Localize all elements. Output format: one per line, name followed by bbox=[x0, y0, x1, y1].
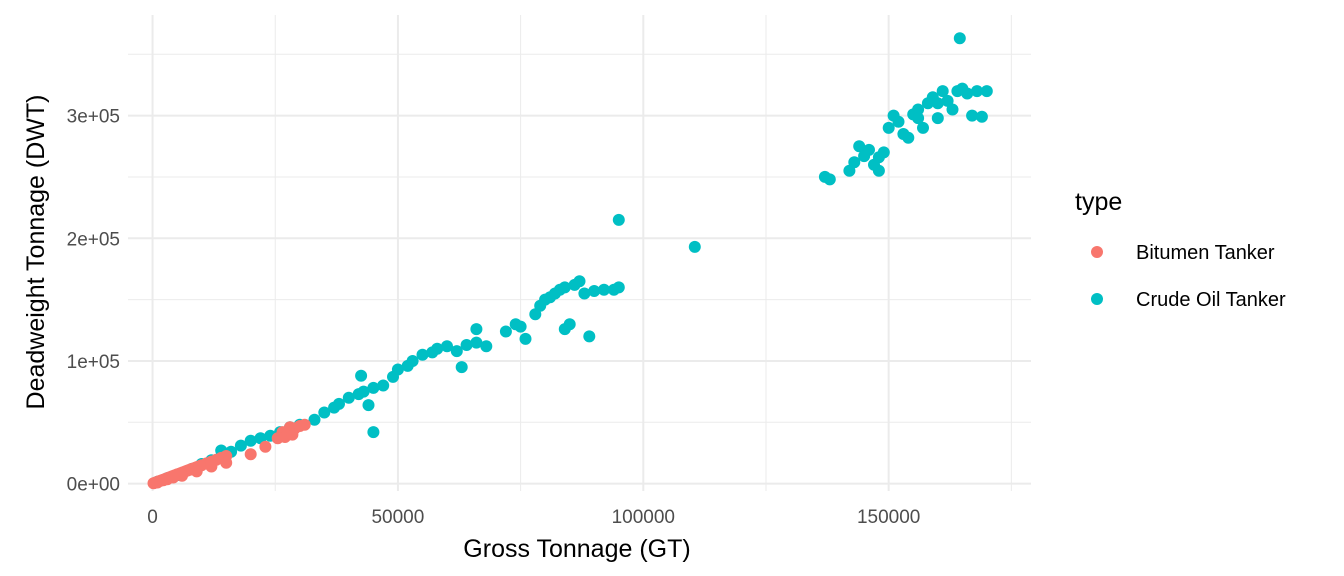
data-point bbox=[367, 381, 380, 394]
data-point bbox=[961, 87, 974, 100]
data-point bbox=[966, 109, 979, 122]
data-point bbox=[892, 115, 905, 128]
data-point bbox=[308, 413, 321, 426]
data-point bbox=[583, 330, 596, 343]
legend: type Bitumen Tanker Crude Oil Tanker bbox=[1075, 188, 1286, 311]
legend-key bbox=[1091, 293, 1103, 305]
y-tick-label: 3e+05 bbox=[67, 107, 120, 128]
data-point bbox=[205, 460, 218, 473]
data-point bbox=[455, 361, 468, 374]
data-point bbox=[877, 146, 890, 159]
data-point bbox=[971, 85, 983, 98]
data-point bbox=[980, 85, 993, 98]
data-point bbox=[441, 340, 453, 353]
y-tick-label: 2e+05 bbox=[67, 229, 120, 250]
data-point bbox=[573, 275, 586, 288]
data-point bbox=[953, 32, 966, 45]
data-point bbox=[688, 240, 701, 253]
data-point bbox=[480, 340, 493, 353]
data-point bbox=[519, 332, 532, 345]
x-tick-label: 0 bbox=[147, 507, 158, 528]
major-grid-x bbox=[151, 15, 890, 491]
legend-label: Bitumen Tanker bbox=[1136, 242, 1275, 264]
data-point bbox=[612, 213, 625, 226]
series-bitumen-tanker bbox=[147, 418, 311, 490]
data-point bbox=[578, 287, 591, 300]
y-tick-label: 0e+00 bbox=[67, 475, 120, 496]
minor-grid-x bbox=[274, 15, 1012, 491]
minor-grid-y bbox=[128, 53, 1031, 423]
data-point bbox=[220, 456, 233, 469]
data-point bbox=[234, 439, 247, 452]
data-point bbox=[848, 156, 861, 169]
data-point bbox=[853, 140, 866, 153]
x-tick-label: 50000 bbox=[371, 507, 424, 528]
data-point bbox=[244, 434, 257, 447]
major-grid-y bbox=[128, 114, 1031, 485]
legend-item: Bitumen Tanker bbox=[1091, 242, 1275, 264]
data-point bbox=[872, 164, 885, 177]
data-point bbox=[823, 173, 836, 186]
data-point bbox=[244, 448, 257, 461]
x-axis-ticks: 0 50000 100000 150000 bbox=[147, 507, 920, 528]
data-point bbox=[499, 325, 512, 338]
data-point bbox=[931, 97, 944, 110]
data-point bbox=[612, 281, 625, 294]
data-point bbox=[514, 320, 527, 333]
data-point bbox=[863, 143, 875, 156]
data-point bbox=[588, 285, 601, 297]
data-point bbox=[367, 426, 380, 439]
data-point bbox=[470, 336, 483, 349]
data-point bbox=[598, 283, 610, 296]
data-point bbox=[259, 440, 272, 453]
data-point bbox=[416, 348, 429, 361]
data-point bbox=[190, 465, 203, 478]
legend-key bbox=[1091, 246, 1103, 258]
data-point bbox=[406, 355, 419, 367]
data-point bbox=[470, 323, 483, 336]
data-point bbox=[946, 103, 959, 116]
data-point bbox=[931, 112, 944, 125]
data-point bbox=[377, 379, 390, 392]
legend-item: Crude Oil Tanker bbox=[1091, 289, 1286, 311]
data-point bbox=[357, 385, 370, 398]
data-point bbox=[167, 471, 180, 484]
data-point bbox=[917, 121, 929, 134]
data-point bbox=[157, 474, 170, 487]
data-point bbox=[912, 103, 925, 116]
data-point bbox=[975, 110, 988, 123]
data-point bbox=[318, 406, 331, 419]
data-point bbox=[460, 339, 473, 351]
data-point bbox=[558, 281, 571, 294]
data-point bbox=[450, 345, 463, 358]
data-point bbox=[355, 369, 368, 382]
x-tick-label: 100000 bbox=[612, 507, 675, 528]
series-crude-oil-tanker bbox=[151, 32, 993, 488]
data-point bbox=[333, 397, 345, 410]
x-tick-label: 150000 bbox=[857, 507, 920, 528]
data-point bbox=[431, 342, 444, 355]
legend-items: Bitumen Tanker Crude Oil Tanker bbox=[1091, 242, 1286, 311]
data-points bbox=[147, 32, 993, 490]
data-point bbox=[362, 399, 375, 412]
legend-title: type bbox=[1075, 188, 1122, 216]
data-point bbox=[882, 121, 895, 134]
y-axis-title: Deadweight Tonnage (DWT) bbox=[22, 95, 50, 410]
legend-label: Crude Oil Tanker bbox=[1136, 289, 1286, 311]
data-point bbox=[936, 85, 949, 98]
y-tick-label: 1e+05 bbox=[67, 352, 120, 373]
data-point bbox=[298, 418, 311, 431]
data-point bbox=[342, 391, 355, 404]
data-point bbox=[902, 131, 915, 144]
data-point bbox=[912, 112, 925, 125]
x-axis-title: Gross Tonnage (GT) bbox=[463, 535, 690, 563]
y-axis-ticks: 0e+00 1e+05 2e+05 3e+05 bbox=[67, 107, 120, 496]
data-point bbox=[391, 363, 404, 376]
data-point bbox=[563, 318, 576, 331]
